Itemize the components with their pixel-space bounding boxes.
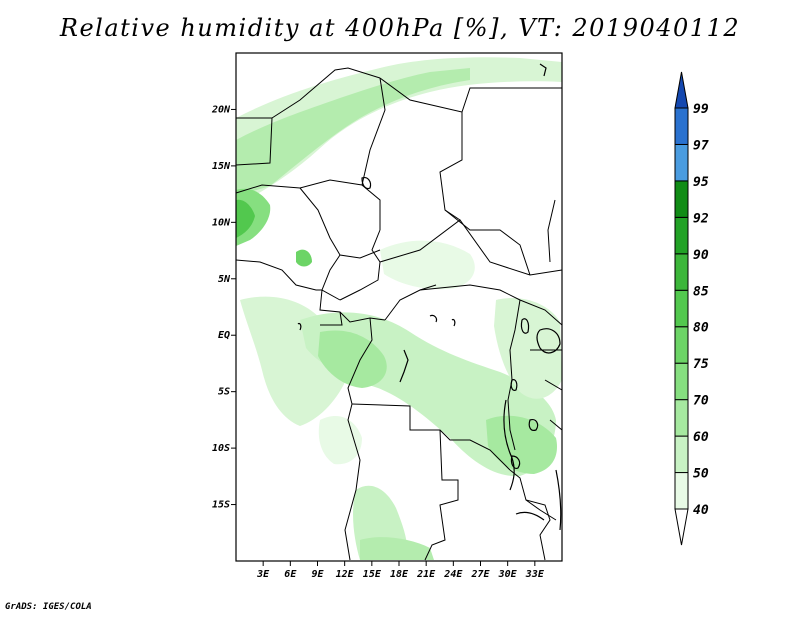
colorbar-label: 80 bbox=[693, 321, 709, 336]
lake-albert bbox=[520, 318, 530, 334]
lon-tick-label: 6E bbox=[284, 569, 297, 580]
colorbar-label: 40 bbox=[693, 503, 709, 518]
colorbar-label: 50 bbox=[693, 467, 709, 482]
lat-tick-label: 5S bbox=[218, 387, 230, 398]
coast-island-3 bbox=[451, 318, 456, 327]
colorbar-segment bbox=[674, 253, 689, 291]
grads-credit: GrADS: IGES/COLA bbox=[5, 602, 92, 612]
lat-tick-label: 10S bbox=[212, 443, 230, 454]
colorbar-label: 97 bbox=[693, 138, 709, 153]
lake-kariba bbox=[515, 511, 545, 521]
map-title: Relative humidity at 400hPa [%], VT: 201… bbox=[59, 14, 741, 42]
colorbar-label: 70 bbox=[693, 394, 709, 409]
colorbar-upper-arrow bbox=[674, 71, 689, 109]
colorbar-label: 60 bbox=[693, 430, 709, 445]
colorbar-segment bbox=[674, 472, 689, 510]
lat-tick-label: 15S bbox=[212, 500, 230, 511]
colorbar-lower-arrow bbox=[674, 508, 689, 546]
colorbar-segment bbox=[674, 326, 689, 364]
lon-tick-label: 27E bbox=[470, 569, 490, 580]
colorbar-segment bbox=[674, 143, 689, 182]
lat-tick-label: 10N bbox=[212, 217, 231, 228]
humidity-tanganyika bbox=[486, 415, 558, 474]
humidity-band-north-core bbox=[236, 68, 470, 196]
humidity-angola bbox=[318, 416, 362, 465]
lake-bangweulu bbox=[528, 419, 539, 431]
lon-tick-label: 21E bbox=[416, 569, 436, 580]
lat-tick-label: 15N bbox=[212, 161, 231, 172]
colorbar-segment bbox=[674, 399, 689, 437]
lon-tick-label: 12E bbox=[336, 569, 355, 580]
colorbar-segment bbox=[674, 435, 689, 474]
humidity-west-coast-core bbox=[236, 199, 255, 238]
lon-tick-label: 3E bbox=[256, 569, 270, 580]
lake-chad bbox=[361, 177, 372, 190]
colorbar-label: 75 bbox=[693, 357, 709, 372]
colorbar-segment bbox=[674, 216, 689, 255]
lon-tick-label: 30E bbox=[498, 569, 518, 580]
colorbar-label: 99 bbox=[693, 102, 709, 117]
country-borders bbox=[235, 67, 563, 561]
lat-tick-label: EQ bbox=[218, 330, 230, 341]
colorbar-label: 90 bbox=[693, 248, 709, 263]
humidity-shading bbox=[236, 57, 562, 560]
coast-river bbox=[399, 349, 409, 383]
latitude-axis: 20N 15N 10N 5N EQ 5S 10S 15S bbox=[211, 104, 236, 511]
colorbar-label: 92 bbox=[693, 211, 709, 226]
lake-kivu bbox=[510, 379, 518, 391]
lake-outlines bbox=[297, 63, 562, 531]
humidity-band-north bbox=[236, 57, 562, 200]
coast-tip bbox=[539, 63, 547, 77]
colorbar-label: 85 bbox=[693, 284, 709, 299]
lake-victoria bbox=[536, 328, 561, 354]
lon-tick-label: 9E bbox=[311, 569, 324, 580]
humidity-cameroon-spot bbox=[296, 249, 312, 267]
colorbar-segment bbox=[674, 362, 689, 401]
colorbar-segment bbox=[674, 107, 689, 145]
lake-malawi bbox=[555, 469, 562, 531]
lon-tick-label: 15E bbox=[363, 569, 382, 580]
lon-tick-label: 18E bbox=[390, 569, 409, 580]
lon-tick-label: 33E bbox=[525, 569, 545, 580]
longitude-axis: 3E 6E 9E 12E 15E 18E 21E 24E 27E 30E 33E bbox=[256, 561, 545, 580]
colorbar: 40 50 60 70 75 80 85 90 92 95 97 99 bbox=[674, 71, 709, 546]
colorbar-segment bbox=[674, 289, 689, 328]
colorbar-label: 95 bbox=[693, 175, 709, 190]
coast-island-1 bbox=[297, 322, 302, 331]
lake-mweru bbox=[510, 455, 521, 469]
humidity-lakes bbox=[494, 298, 562, 399]
lat-tick-label: 20N bbox=[211, 104, 231, 115]
lat-tick-label: 5N bbox=[218, 274, 231, 285]
colorbar-segment bbox=[674, 180, 689, 218]
humidity-south-lower bbox=[360, 537, 434, 560]
humidity-central-african bbox=[380, 240, 475, 290]
lon-tick-label: 24E bbox=[443, 569, 463, 580]
coast-island-2 bbox=[429, 314, 438, 323]
